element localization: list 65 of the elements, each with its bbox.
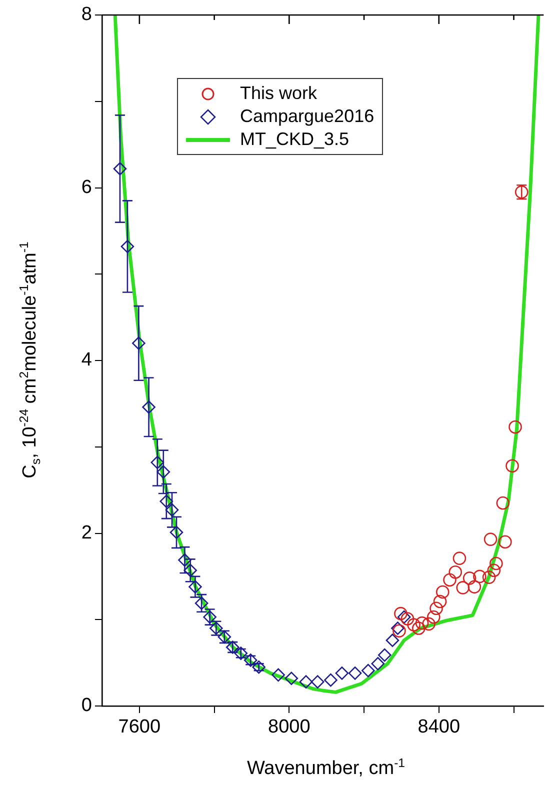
point xyxy=(348,666,362,680)
legend-label: MT_CKD_3.5 xyxy=(240,128,350,151)
point xyxy=(392,624,406,638)
point xyxy=(415,616,429,630)
point xyxy=(156,465,170,479)
y-tick-label: 2 xyxy=(81,522,92,544)
point xyxy=(324,673,338,687)
point xyxy=(412,622,426,635)
x-tick-label: 8000 xyxy=(268,716,310,738)
point xyxy=(498,535,512,549)
point xyxy=(490,556,503,570)
point xyxy=(506,459,519,473)
point xyxy=(378,648,392,662)
point xyxy=(252,660,266,674)
point xyxy=(443,573,456,587)
point xyxy=(150,456,164,470)
point xyxy=(433,594,447,608)
point xyxy=(473,570,486,584)
point xyxy=(165,503,179,517)
point xyxy=(113,162,127,176)
point xyxy=(132,336,146,350)
point xyxy=(436,585,450,599)
point xyxy=(170,526,184,540)
point xyxy=(407,618,420,632)
point xyxy=(371,657,385,670)
point xyxy=(310,675,324,688)
point xyxy=(397,610,411,624)
y-tick-label: 8 xyxy=(81,4,92,26)
point xyxy=(386,634,400,648)
x-tick-label: 8400 xyxy=(418,716,460,738)
point xyxy=(335,666,349,680)
legend-label: Campargue2016 xyxy=(240,105,374,128)
x-tick-label: 7600 xyxy=(118,716,161,738)
y-tick-label: 0 xyxy=(81,695,92,716)
point xyxy=(508,420,522,434)
point xyxy=(394,606,408,620)
point xyxy=(299,675,313,688)
point xyxy=(361,664,375,678)
point xyxy=(178,553,192,567)
point xyxy=(391,622,404,635)
point xyxy=(188,580,202,594)
point xyxy=(484,532,498,546)
point xyxy=(448,565,462,579)
point xyxy=(487,564,501,578)
point xyxy=(462,572,476,585)
point xyxy=(142,400,156,414)
point xyxy=(430,602,443,616)
point xyxy=(284,672,298,686)
y-tick-label: 4 xyxy=(81,350,92,371)
point xyxy=(422,617,436,631)
point xyxy=(184,564,197,578)
point xyxy=(400,612,414,626)
y-tick-label: 6 xyxy=(81,176,92,198)
legend-label: This work xyxy=(240,82,318,105)
point xyxy=(456,581,470,594)
point xyxy=(452,552,466,565)
point xyxy=(427,610,440,624)
point xyxy=(194,596,208,610)
point xyxy=(468,580,482,594)
point xyxy=(496,496,510,510)
point xyxy=(160,494,174,508)
point xyxy=(482,570,496,584)
point xyxy=(120,240,134,254)
point xyxy=(272,668,285,682)
x-axis-title: Wavenumber, cm$^{-1}$ xyxy=(246,756,406,780)
